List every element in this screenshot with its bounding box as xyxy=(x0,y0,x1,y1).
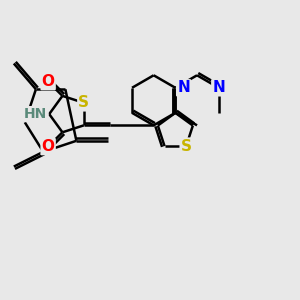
Text: N: N xyxy=(177,80,190,95)
Text: HN: HN xyxy=(24,107,47,121)
Text: S: S xyxy=(78,95,89,110)
Text: S: S xyxy=(181,139,192,154)
Text: O: O xyxy=(42,139,55,154)
Text: O: O xyxy=(42,74,55,89)
Text: N: N xyxy=(212,80,225,95)
